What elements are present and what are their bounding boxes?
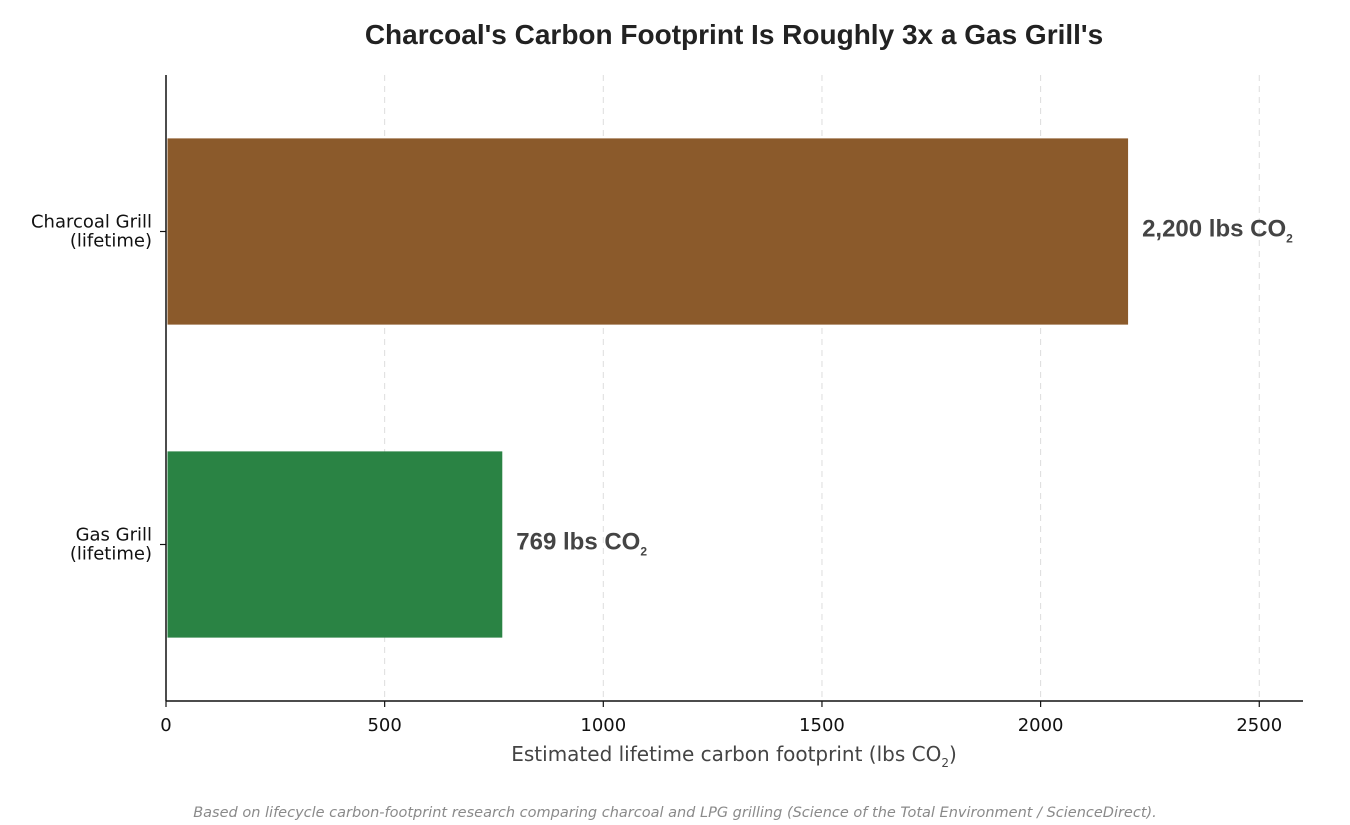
- x-tick-label: 500: [367, 715, 401, 736]
- x-axis-ticks: 0 500 1000 1500 2000 2500: [160, 701, 1282, 736]
- bars: [167, 138, 1129, 638]
- value-label-main: 769 lbs CO: [516, 529, 640, 556]
- value-label: 2,200 lbs CO2: [1142, 216, 1293, 246]
- x-tick-label: 0: [160, 715, 171, 736]
- value-label-subscript: 2: [1286, 232, 1293, 246]
- category-label: Charcoal Grill (lifetime): [31, 212, 152, 252]
- category-label-line2: (lifetime): [70, 231, 152, 252]
- category-label: Gas Grill (lifetime): [70, 525, 152, 565]
- value-label: 769 lbs CO2: [516, 529, 647, 559]
- value-label-main: 2,200 lbs CO: [1142, 216, 1286, 243]
- bar-0: [167, 138, 1129, 325]
- category-label-line1: Charcoal Grill: [31, 212, 152, 233]
- x-tick-label: 1000: [580, 715, 626, 736]
- source-footnote: Based on lifecycle carbon-footprint rese…: [193, 805, 1157, 821]
- x-axis-label-subscript: 2: [941, 756, 949, 770]
- y-axis-categories: Charcoal Grill (lifetime)Gas Grill (lifeti…: [31, 212, 166, 565]
- category-label-line2: (lifetime): [70, 544, 152, 565]
- x-tick-label: 2500: [1236, 715, 1282, 736]
- x-axis-label: Estimated lifetime carbon footprint (lbs…: [511, 742, 957, 770]
- category-label-line1: Gas Grill: [76, 525, 152, 546]
- x-tick-label: 2000: [1018, 715, 1064, 736]
- chart-title: Charcoal's Carbon Footprint Is Roughly 3…: [365, 19, 1103, 50]
- x-axis-label-tail: ): [949, 742, 957, 766]
- value-label-subscript: 2: [640, 545, 647, 559]
- x-axis-label-main: Estimated lifetime carbon footprint (lbs…: [511, 742, 941, 766]
- x-tick-label: 1500: [799, 715, 845, 736]
- bar-1: [167, 451, 503, 638]
